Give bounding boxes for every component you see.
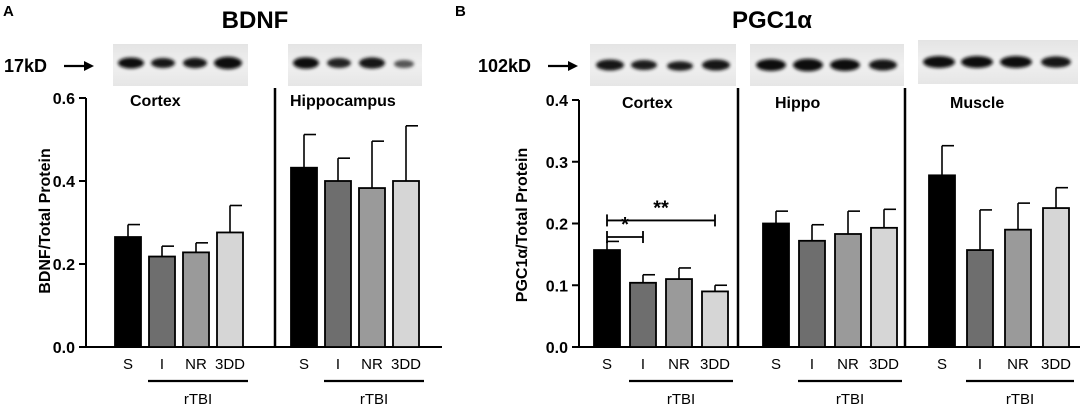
panel-b-blot-hippo bbox=[750, 44, 904, 86]
y-tick-label: 0.4 bbox=[546, 93, 568, 110]
group-label: rTBI bbox=[360, 391, 388, 408]
bar bbox=[870, 226, 898, 348]
panel-a-ylabel: BDNF/Total Protein bbox=[37, 148, 54, 293]
significance-label: * bbox=[621, 214, 629, 236]
group-label: rTBI bbox=[836, 391, 864, 408]
panel-a: A BDNF 17kD BDNF/Total Protein 0.0 0.2 0.4… bbox=[3, 3, 442, 408]
x-tick-label: I bbox=[810, 356, 814, 373]
bar bbox=[148, 255, 176, 348]
bar bbox=[324, 180, 352, 348]
group-label: rTBI bbox=[667, 391, 695, 408]
panel-b-blot-muscle bbox=[918, 40, 1078, 84]
x-tick-label: NR bbox=[1007, 356, 1029, 373]
bar bbox=[1004, 228, 1032, 348]
x-tick-label: NR bbox=[185, 356, 207, 373]
x-tick-label: NR bbox=[837, 356, 859, 373]
x-tick-label: S bbox=[602, 356, 612, 373]
bar bbox=[290, 166, 318, 348]
y-tick-label: 0.2 bbox=[546, 217, 568, 234]
bar bbox=[216, 231, 244, 348]
x-tick-label: S bbox=[299, 356, 309, 373]
bar bbox=[392, 180, 420, 348]
bar bbox=[834, 233, 862, 348]
x-tick-label: 3DD bbox=[215, 356, 245, 373]
panel-a-kd-label: 17kD bbox=[4, 56, 47, 76]
panel-a-arrow-icon bbox=[64, 61, 94, 71]
bar bbox=[701, 290, 729, 348]
bar bbox=[182, 251, 210, 348]
region-label: Muscle bbox=[950, 95, 1004, 112]
panel-b-title: PGC1α bbox=[732, 7, 812, 34]
y-tick-label: 0.4 bbox=[53, 174, 75, 191]
x-tick-label: I bbox=[160, 356, 164, 373]
panel-a-blot-hippocampus bbox=[288, 44, 422, 86]
x-tick-label: 3DD bbox=[700, 356, 730, 373]
bar bbox=[1042, 207, 1070, 348]
region-label: Hippocampus bbox=[290, 93, 396, 110]
y-tick-label: 0.3 bbox=[546, 155, 568, 172]
bar bbox=[966, 249, 994, 348]
panel-b-blot-cortex bbox=[590, 44, 736, 86]
panel-b-arrow-icon bbox=[548, 61, 578, 71]
panel-b-kd-label: 102kD bbox=[478, 56, 531, 76]
x-tick-label: S bbox=[123, 356, 133, 373]
panel-letter-a: A bbox=[3, 3, 14, 20]
x-tick-label: 3DD bbox=[1041, 356, 1071, 373]
x-tick-label: S bbox=[771, 356, 781, 373]
bar bbox=[358, 187, 386, 348]
panel-a-blot-cortex bbox=[113, 44, 248, 86]
bar bbox=[114, 236, 142, 348]
bar bbox=[665, 278, 693, 348]
y-tick-label: 0.0 bbox=[53, 340, 75, 357]
region-label: Hippo bbox=[775, 95, 821, 112]
y-tick-label: 0.1 bbox=[546, 278, 568, 295]
x-tick-label: NR bbox=[668, 356, 690, 373]
panel-b-ylabel: PGC1α/Total Protein bbox=[514, 148, 531, 302]
bar bbox=[593, 249, 621, 348]
x-tick-label: S bbox=[937, 356, 947, 373]
bar bbox=[798, 239, 826, 348]
region-label: Cortex bbox=[622, 95, 673, 112]
x-tick-label: NR bbox=[361, 356, 383, 373]
x-tick-label: 3DD bbox=[869, 356, 899, 373]
x-tick-label: 3DD bbox=[391, 356, 421, 373]
y-tick-label: 0.2 bbox=[53, 257, 75, 274]
panel-letter-b: B bbox=[455, 3, 466, 20]
group-label: rTBI bbox=[1006, 391, 1034, 408]
x-tick-label: I bbox=[336, 356, 340, 373]
group-label: rTBI bbox=[184, 391, 212, 408]
panel-a-title: BDNF bbox=[222, 7, 289, 34]
y-tick-label: 0.0 bbox=[546, 340, 568, 357]
bar bbox=[629, 281, 657, 348]
panel-a-axes: 0.0 0.2 0.4 0.6 Cortex S I NR 3DD rTBI Hippocampus… bbox=[53, 88, 442, 408]
region-label: Cortex bbox=[130, 93, 181, 110]
significance-label: ** bbox=[653, 197, 669, 219]
bar bbox=[762, 222, 790, 348]
y-tick-label: 0.6 bbox=[53, 91, 75, 108]
bar bbox=[928, 174, 956, 348]
panel-b: B PGC1α 102kD PGC1α/Total bbox=[455, 3, 1080, 408]
x-tick-label: I bbox=[978, 356, 982, 373]
x-tick-label: I bbox=[641, 356, 645, 373]
